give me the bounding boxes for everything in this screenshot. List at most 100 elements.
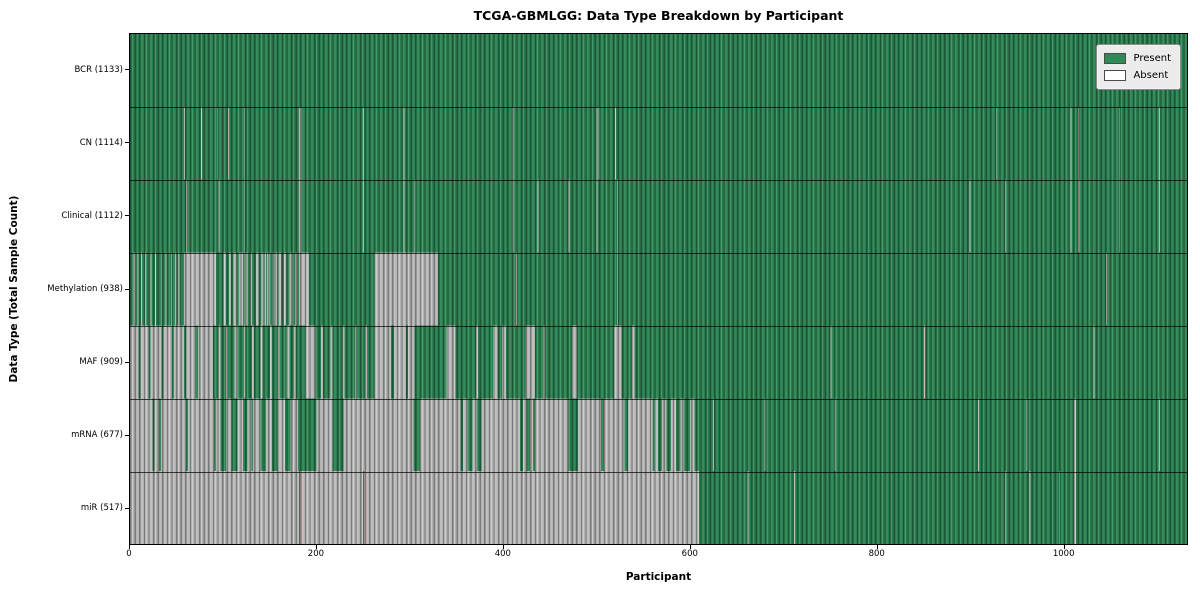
absent-block: [130, 471, 299, 544]
absent-block: [543, 325, 546, 399]
absent-block: [174, 252, 177, 326]
absent-block: [286, 325, 290, 399]
y-tick-mark: [125, 434, 129, 436]
x-tick-mark: [129, 545, 130, 549]
absent-block: [185, 179, 187, 253]
absent-block: [260, 325, 263, 399]
absent-block: [603, 398, 625, 472]
absent-block: [598, 106, 600, 180]
absent-block: [227, 106, 229, 180]
absent-block: [233, 252, 237, 326]
absent-block: [247, 398, 252, 472]
absent-block: [995, 106, 997, 180]
absent-block: [492, 325, 498, 399]
absent-block: [316, 398, 333, 472]
absent-block: [1159, 106, 1160, 180]
x-tick-mark: [876, 545, 878, 549]
absent-block: [226, 325, 228, 399]
absent-block: [255, 252, 259, 326]
absent-block: [680, 398, 685, 472]
absent-block: [267, 252, 270, 326]
absent-block: [234, 325, 238, 399]
absent-block: [614, 325, 622, 399]
absent-block: [363, 106, 365, 180]
y-tick-mark: [125, 69, 129, 71]
absent-block: [150, 325, 162, 399]
absent-block: [184, 252, 216, 326]
x-tick-mark: [1063, 545, 1065, 549]
y-tick-label: mRNA (677): [71, 430, 123, 441]
absent-block: [1074, 398, 1076, 472]
absent-block: [343, 398, 414, 472]
absent-block: [1118, 106, 1120, 180]
absent-block: [530, 398, 534, 472]
absent-block: [243, 325, 246, 399]
absent-block: [130, 398, 153, 472]
absent-block: [689, 398, 695, 472]
absent-block: [577, 398, 602, 472]
absent-block: [305, 325, 316, 399]
absent-block: [272, 252, 275, 326]
absent-block: [140, 325, 149, 399]
row-present-CN: [130, 106, 1187, 180]
absent-block: [1118, 179, 1120, 253]
absent-block: [298, 179, 302, 253]
absent-block: [283, 252, 286, 326]
absent-block: [163, 325, 172, 399]
absent-block: [969, 179, 971, 253]
absent-block: [226, 398, 232, 472]
absent-block: [239, 252, 243, 326]
legend: Present Absent: [1096, 44, 1181, 90]
absent-block: [420, 398, 461, 472]
absent-block: [1029, 471, 1031, 544]
y-tick-label: BCR (1133): [74, 64, 124, 75]
row-present-mRNA: [130, 398, 1187, 472]
absent-block: [144, 252, 146, 326]
absent-block: [200, 106, 202, 180]
absent-block: [173, 325, 185, 399]
absent-block: [266, 398, 272, 472]
absent-block: [764, 398, 766, 472]
absent-block: [154, 398, 159, 472]
absent-block: [289, 252, 293, 326]
absent-block: [525, 325, 535, 399]
absent-block: [1093, 325, 1095, 399]
absent-swatch: [1104, 70, 1127, 81]
absent-block: [184, 106, 186, 180]
absent-block: [264, 252, 267, 326]
absent-block: [237, 398, 243, 472]
absent-block: [277, 398, 285, 472]
absent-block: [1070, 179, 1072, 253]
absent-block: [403, 179, 405, 253]
heatmap-canvas: [130, 34, 1187, 544]
row-present-BCR: [130, 34, 1187, 107]
absent-block: [243, 179, 245, 253]
absent-block: [534, 398, 569, 472]
absent-block: [244, 252, 248, 326]
y-tick-mark: [125, 507, 129, 509]
y-tick-label: miR (517): [80, 503, 123, 514]
x-tick-label: 800: [868, 549, 885, 559]
absent-block: [747, 471, 749, 544]
absent-block: [516, 252, 518, 326]
absent-block: [502, 325, 506, 399]
y-tick-mark: [125, 288, 129, 290]
absent-block: [137, 252, 139, 326]
absent-block: [1105, 252, 1107, 326]
y-tick-mark: [125, 215, 129, 217]
absent-block: [476, 325, 478, 399]
absent-block: [596, 179, 598, 253]
legend-item-absent: Absent: [1104, 67, 1171, 84]
absent-block: [278, 252, 282, 326]
absent-block: [321, 325, 324, 399]
absent-block: [671, 398, 676, 472]
absent-block: [374, 252, 438, 326]
absent-block: [218, 179, 220, 253]
y-tick-mark: [125, 361, 129, 363]
absent-block: [218, 325, 221, 399]
absent-block: [365, 325, 367, 399]
absent-block: [253, 398, 261, 472]
absent-block: [967, 252, 969, 326]
absent-block: [185, 325, 196, 399]
